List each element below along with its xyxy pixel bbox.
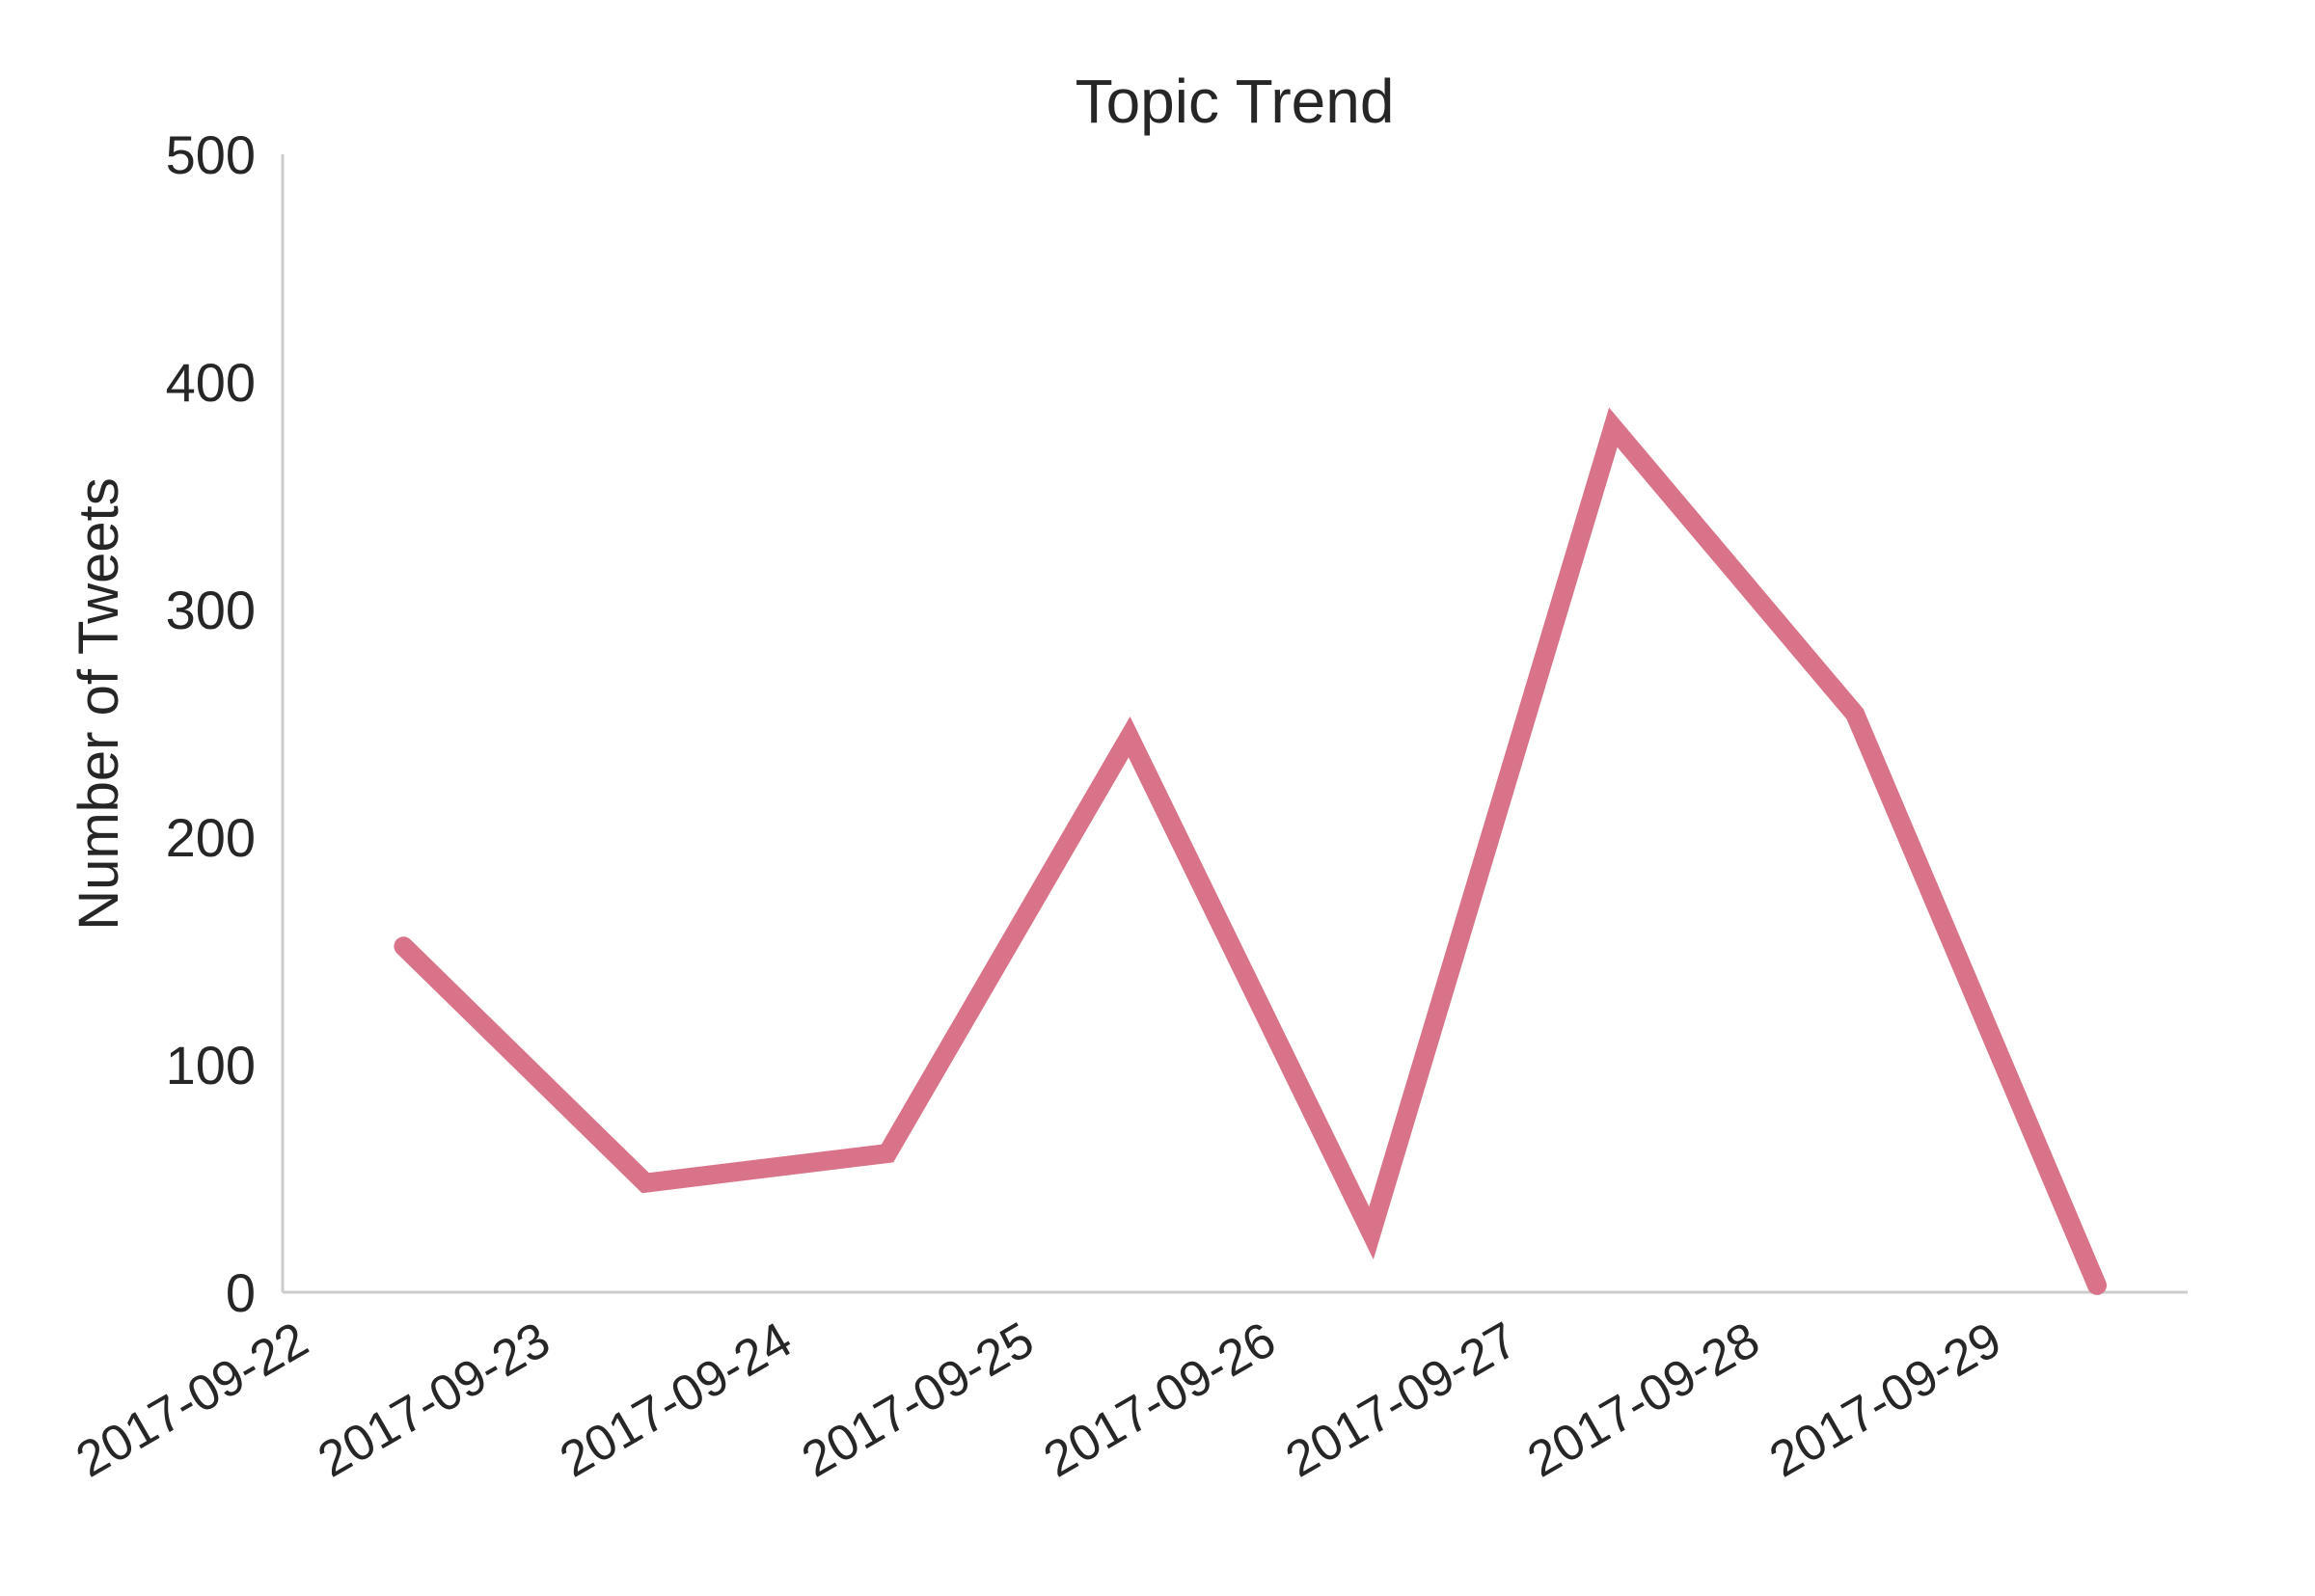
x-tick-label: 2017-09-25: [793, 1312, 1043, 1488]
x-tick-label: 2017-09-29: [1760, 1312, 2010, 1488]
axes: 01002003004005002017-09-222017-09-232017…: [68, 124, 2188, 1488]
y-tick-label: 500: [166, 124, 256, 185]
y-tick-label: 200: [166, 807, 256, 868]
chart-title: Topic Trend: [1076, 67, 1395, 136]
y-tick-label: 100: [166, 1035, 256, 1096]
x-tick-label: 2017-09-28: [1518, 1312, 1768, 1488]
series-layer: [394, 407, 2107, 1295]
y-tick-label: 300: [166, 580, 256, 640]
x-tick-label: 2017-09-27: [1277, 1312, 1527, 1488]
y-tick-label: 0: [226, 1262, 256, 1323]
y-tick-label: 400: [166, 352, 256, 413]
x-tick-label: 2017-09-22: [68, 1312, 317, 1488]
x-tick-label: 2017-09-26: [1035, 1312, 1285, 1488]
x-tick-label: 2017-09-23: [309, 1312, 558, 1488]
series-line: [394, 407, 2107, 1295]
x-tick-label: 2017-09-24: [551, 1312, 801, 1488]
y-axis-label: Number of Tweets: [68, 477, 130, 931]
